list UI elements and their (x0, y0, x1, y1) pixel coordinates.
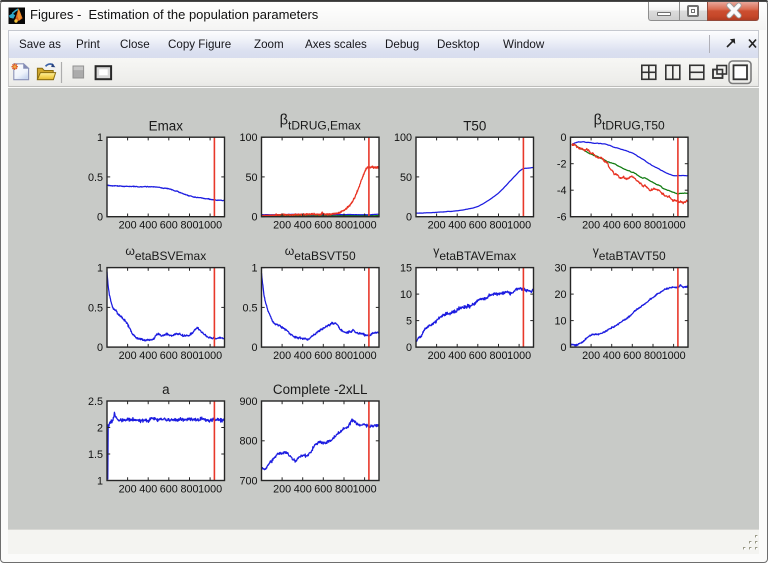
svg-text:1: 1 (97, 132, 103, 144)
svg-text:0: 0 (560, 342, 566, 354)
svg-text:100: 100 (239, 132, 257, 144)
svg-text:50: 50 (400, 172, 412, 184)
svg-text:10: 10 (400, 289, 412, 301)
svg-text:400: 400 (448, 350, 466, 362)
svg-text:600: 600 (160, 220, 178, 232)
svg-text:1000: 1000 (198, 350, 222, 362)
svg-text:γetaBTAVT50: γetaBTAVT50 (593, 244, 666, 263)
svg-text:1000: 1000 (198, 483, 222, 495)
svg-text:2: 2 (97, 422, 103, 434)
svg-text:1.5: 1.5 (88, 449, 103, 461)
svg-text:400: 400 (294, 220, 312, 232)
svg-text:200: 200 (273, 350, 291, 362)
svg-text:βtDRUG,Emax: βtDRUG,Emax (280, 113, 361, 133)
svg-text:0: 0 (406, 212, 412, 224)
svg-text:600: 600 (623, 350, 641, 362)
svg-text:Emax: Emax (149, 118, 184, 133)
svg-text:0: 0 (251, 342, 257, 354)
svg-text:800: 800 (180, 220, 198, 232)
svg-text:400: 400 (139, 483, 157, 495)
svg-text:200: 200 (273, 220, 291, 232)
svg-text:400: 400 (603, 220, 621, 232)
svg-text:200: 200 (273, 483, 291, 495)
svg-text:200: 200 (582, 350, 600, 362)
svg-text:1000: 1000 (507, 220, 531, 232)
svg-text:βtDRUG,T50: βtDRUG,T50 (594, 113, 665, 133)
svg-text:400: 400 (294, 483, 312, 495)
svg-text:15: 15 (400, 263, 412, 275)
svg-text:600: 600 (314, 220, 332, 232)
svg-text:800: 800 (335, 350, 353, 362)
svg-text:600: 600 (314, 350, 332, 362)
svg-text:200: 200 (428, 350, 446, 362)
svg-text:0: 0 (560, 132, 566, 144)
svg-text:0.5: 0.5 (88, 172, 103, 184)
svg-text:400: 400 (294, 350, 312, 362)
svg-text:20: 20 (554, 289, 566, 301)
svg-text:900: 900 (239, 396, 257, 408)
svg-text:600: 600 (160, 350, 178, 362)
svg-text:0: 0 (251, 212, 257, 224)
svg-text:700: 700 (239, 475, 257, 487)
svg-text:400: 400 (139, 220, 157, 232)
svg-text:600: 600 (469, 220, 487, 232)
svg-text:800: 800 (335, 483, 353, 495)
svg-text:2.5: 2.5 (88, 396, 103, 408)
svg-text:ωetaBSVT50: ωetaBSVT50 (285, 244, 356, 263)
svg-text:0: 0 (97, 342, 103, 354)
svg-text:1: 1 (97, 475, 103, 487)
svg-text:400: 400 (448, 220, 466, 232)
svg-text:1000: 1000 (662, 350, 686, 362)
svg-text:0: 0 (406, 342, 412, 354)
svg-text:600: 600 (160, 483, 178, 495)
svg-text:10: 10 (554, 316, 566, 328)
svg-text:γetaBTAVEmax: γetaBTAVEmax (433, 244, 516, 263)
svg-text:-2: -2 (557, 159, 567, 171)
svg-text:200: 200 (119, 483, 137, 495)
svg-text:5: 5 (406, 316, 412, 328)
svg-text:0.5: 0.5 (88, 302, 103, 314)
svg-text:800: 800 (180, 483, 198, 495)
svg-text:1000: 1000 (198, 220, 222, 232)
svg-text:200: 200 (428, 220, 446, 232)
svg-text:200: 200 (119, 220, 137, 232)
svg-text:1: 1 (97, 263, 103, 275)
svg-text:0: 0 (97, 212, 103, 224)
svg-text:800: 800 (489, 350, 507, 362)
svg-text:0.5: 0.5 (242, 302, 257, 314)
svg-text:800: 800 (489, 220, 507, 232)
svg-text:200: 200 (119, 350, 137, 362)
svg-text:200: 200 (582, 220, 600, 232)
svg-text:600: 600 (314, 483, 332, 495)
svg-text:1000: 1000 (353, 350, 377, 362)
svg-text:400: 400 (139, 350, 157, 362)
svg-text:800: 800 (239, 436, 257, 448)
svg-text:600: 600 (623, 220, 641, 232)
svg-text:30: 30 (554, 263, 566, 275)
svg-text:-4: -4 (557, 185, 567, 197)
svg-text:1000: 1000 (353, 483, 377, 495)
svg-text:400: 400 (603, 350, 621, 362)
svg-text:T50: T50 (463, 118, 486, 133)
svg-text:1000: 1000 (353, 220, 377, 232)
svg-text:-6: -6 (557, 212, 567, 224)
svg-text:800: 800 (180, 350, 198, 362)
svg-text:600: 600 (469, 350, 487, 362)
svg-text:100: 100 (394, 132, 412, 144)
svg-text:800: 800 (644, 350, 662, 362)
svg-text:Complete -2xLL: Complete -2xLL (273, 382, 368, 397)
svg-text:a: a (162, 382, 170, 397)
svg-text:1000: 1000 (662, 220, 686, 232)
svg-text:50: 50 (245, 172, 257, 184)
svg-text:1000: 1000 (507, 350, 531, 362)
svg-text:800: 800 (335, 220, 353, 232)
svg-text:ωetaBSVEmax: ωetaBSVEmax (125, 244, 206, 263)
svg-text:1: 1 (251, 263, 257, 275)
svg-text:800: 800 (644, 220, 662, 232)
